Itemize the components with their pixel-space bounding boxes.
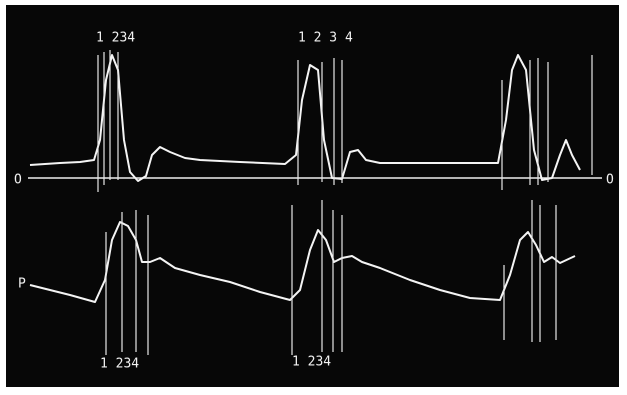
trace-label: O bbox=[14, 173, 22, 188]
trace-label: P bbox=[18, 277, 26, 292]
marker-label: 1 2 3 4 bbox=[298, 31, 353, 46]
marker-label: 1 234 bbox=[292, 355, 331, 370]
lower-trace bbox=[29, 221, 576, 303]
trace-label: O bbox=[606, 173, 614, 188]
marker-lines bbox=[97, 50, 593, 355]
marker-label: 1 234 bbox=[96, 31, 135, 46]
marker-label: 1 234 bbox=[100, 357, 139, 372]
